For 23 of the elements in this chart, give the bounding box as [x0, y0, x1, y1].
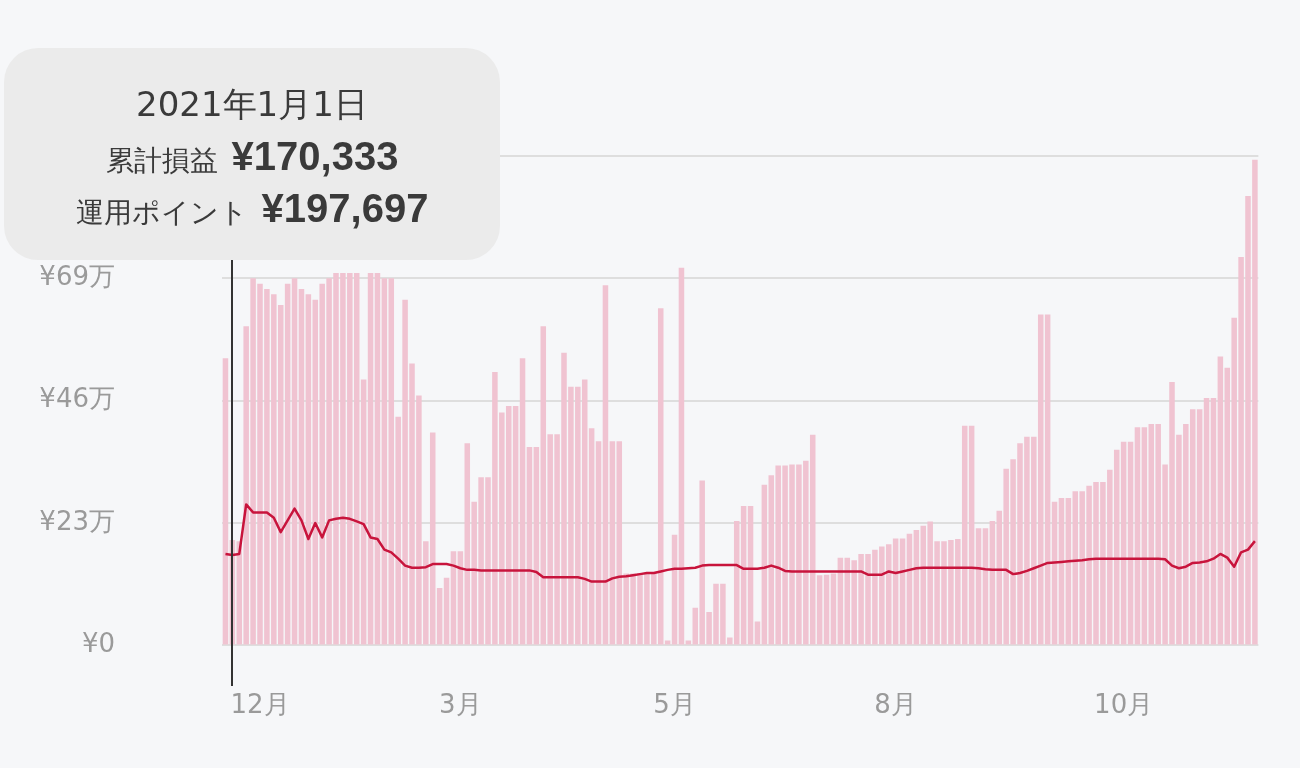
y-tick-label: ¥23万	[39, 505, 115, 536]
bar	[436, 587, 443, 645]
bar	[830, 573, 837, 645]
x-tick-label: 10月	[1094, 688, 1154, 719]
y-tick-label: ¥69万	[39, 261, 115, 292]
bar	[754, 621, 761, 645]
x-tick-label: 8月	[874, 688, 917, 719]
bar	[816, 575, 823, 645]
bar	[678, 267, 685, 645]
bar	[443, 577, 450, 645]
x-tick-label: 5月	[653, 688, 696, 719]
x-tick-label: 3月	[439, 688, 482, 719]
y-tick-label: ¥0	[81, 628, 115, 659]
annotation: ¥170,333	[231, 134, 399, 178]
bar	[381, 278, 388, 645]
bar	[602, 285, 609, 645]
bar	[1044, 314, 1051, 645]
x-tick-label: 12月	[230, 688, 290, 719]
bar	[374, 273, 381, 645]
y-tick-label: ¥46万	[39, 383, 115, 414]
annotation: 運用ポイント	[75, 196, 248, 229]
tooltip-panel: 2021年1月1日 累計損益 ¥170,333 運用ポイント ¥197,697	[4, 48, 500, 260]
annotation: ¥197,697	[261, 186, 429, 230]
